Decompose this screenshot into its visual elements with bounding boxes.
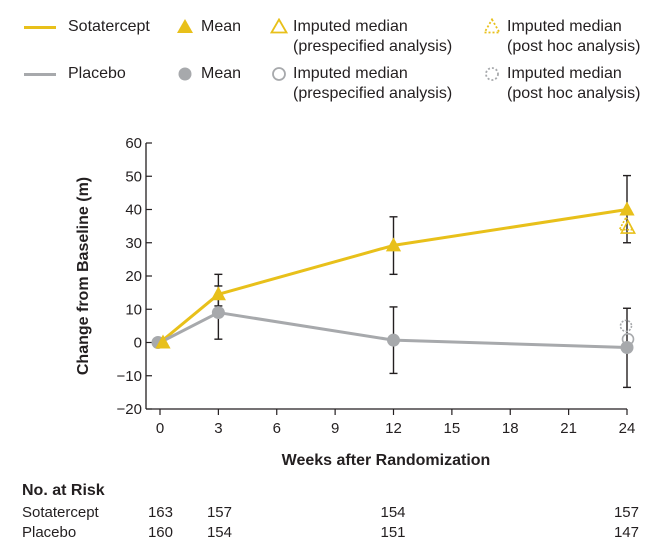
x-tick-label: 0: [156, 420, 164, 437]
x-tick-label: 21: [560, 420, 577, 437]
chart-axes: −20 −10 0 10 20 30 40 50 60 0 3 6 9 12 15 18 21 24: [117, 135, 636, 437]
at-risk-title: No. at Risk: [22, 482, 105, 499]
y-tick-label: −10: [117, 368, 142, 385]
at-risk-value: 154: [206, 524, 232, 541]
y-tick-label: 20: [125, 268, 142, 285]
legend-placebo-label: Placebo: [68, 65, 126, 82]
at-risk-value: 154: [380, 504, 406, 521]
mean-marker-sotatercept: [155, 334, 171, 349]
legend-sotatercept-mean-label: Mean: [201, 18, 242, 35]
legend-imputed-post-hoc-triangle-icon: [483, 18, 501, 34]
x-tick-label: 9: [331, 420, 339, 437]
x-tick-label: 18: [502, 420, 519, 437]
chart-markers: [151, 201, 636, 354]
legend-mean-triangle-icon: [177, 19, 193, 33]
at-risk-value: 147: [613, 524, 639, 541]
legend-sotatercept-imp-post-line1: Imputed median: [507, 18, 622, 35]
imputed-median-prespecified-marker: [620, 219, 636, 234]
legend-placebo-line: [24, 73, 56, 76]
x-axis-label: Weeks after Randomization: [282, 452, 491, 469]
y-tick-label: 40: [125, 202, 142, 219]
legend-placebo-imp-post-line2: (post hoc analysis): [507, 85, 641, 102]
x-tick-label: 15: [444, 420, 461, 437]
y-axis-label: Change from Baseline (m): [75, 177, 92, 375]
at-risk-value: 157: [613, 504, 639, 521]
x-tick-label: 24: [619, 420, 636, 437]
legend-placebo-imp-pre-line1: Imputed median: [293, 65, 408, 82]
legend-mean-circle-icon: [178, 67, 192, 81]
legend-sotatercept-line: [24, 26, 56, 29]
legend-placebo-imp-pre-line2: (prespecified analysis): [293, 85, 453, 102]
legend: Sotatercept Mean Imputed median (prespec…: [0, 0, 660, 110]
legend-sotatercept-imp-post-line2: (post hoc analysis): [507, 38, 641, 55]
legend-imputed-post-hoc-circle-icon: [485, 67, 499, 81]
mean-marker-sotatercept: [619, 201, 635, 216]
x-tick-label: 6: [273, 420, 281, 437]
at-risk-row-label: Sotatercept: [22, 504, 99, 521]
y-tick-label: 30: [125, 235, 142, 252]
x-tick-label: 12: [385, 420, 402, 437]
legend-sotatercept-imp-pre-line1: Imputed median: [293, 18, 408, 35]
mean-marker-sotatercept: [385, 237, 402, 252]
line-chart: −20 −10 0 10 20 30 40 50 60 0 3 6 9 12 15 18 21 24 Change…: [75, 135, 636, 469]
legend-sotatercept-imp-pre-line2: (prespecified analysis): [293, 38, 453, 55]
chart-series-lines: [159, 208, 628, 349]
legend-imputed-prespecified-circle-icon: [272, 67, 286, 81]
legend-placebo-mean-label: Mean: [201, 65, 242, 82]
x-tick-label: 3: [214, 420, 222, 437]
legend-imputed-prespecified-triangle-icon: [270, 18, 288, 34]
chart-error-bars: [214, 174, 631, 389]
y-tick-label: 50: [125, 168, 142, 185]
y-tick-label: 0: [134, 335, 142, 352]
mean-marker-placebo: [620, 340, 634, 354]
series-line-placebo: [159, 311, 628, 349]
legend-placebo-imp-post-line1: Imputed median: [507, 65, 622, 82]
at-risk-row-label: Placebo: [22, 524, 77, 541]
legend-sotatercept-label: Sotatercept: [68, 18, 150, 35]
series-line-sotatercept: [159, 208, 628, 344]
imputed-median-post-hoc-marker: [619, 319, 633, 333]
y-tick-label: 10: [125, 301, 142, 318]
mean-marker-placebo: [211, 306, 225, 320]
y-tick-label: −20: [117, 401, 142, 418]
mean-marker-sotatercept: [210, 286, 226, 301]
mean-marker-placebo: [387, 333, 400, 347]
y-tick-label: 60: [125, 135, 142, 152]
at-risk-value: 163: [147, 504, 173, 521]
at-risk-value: 151: [380, 524, 406, 541]
at-risk-value: 157: [206, 504, 232, 521]
at-risk-value: 160: [147, 524, 173, 541]
